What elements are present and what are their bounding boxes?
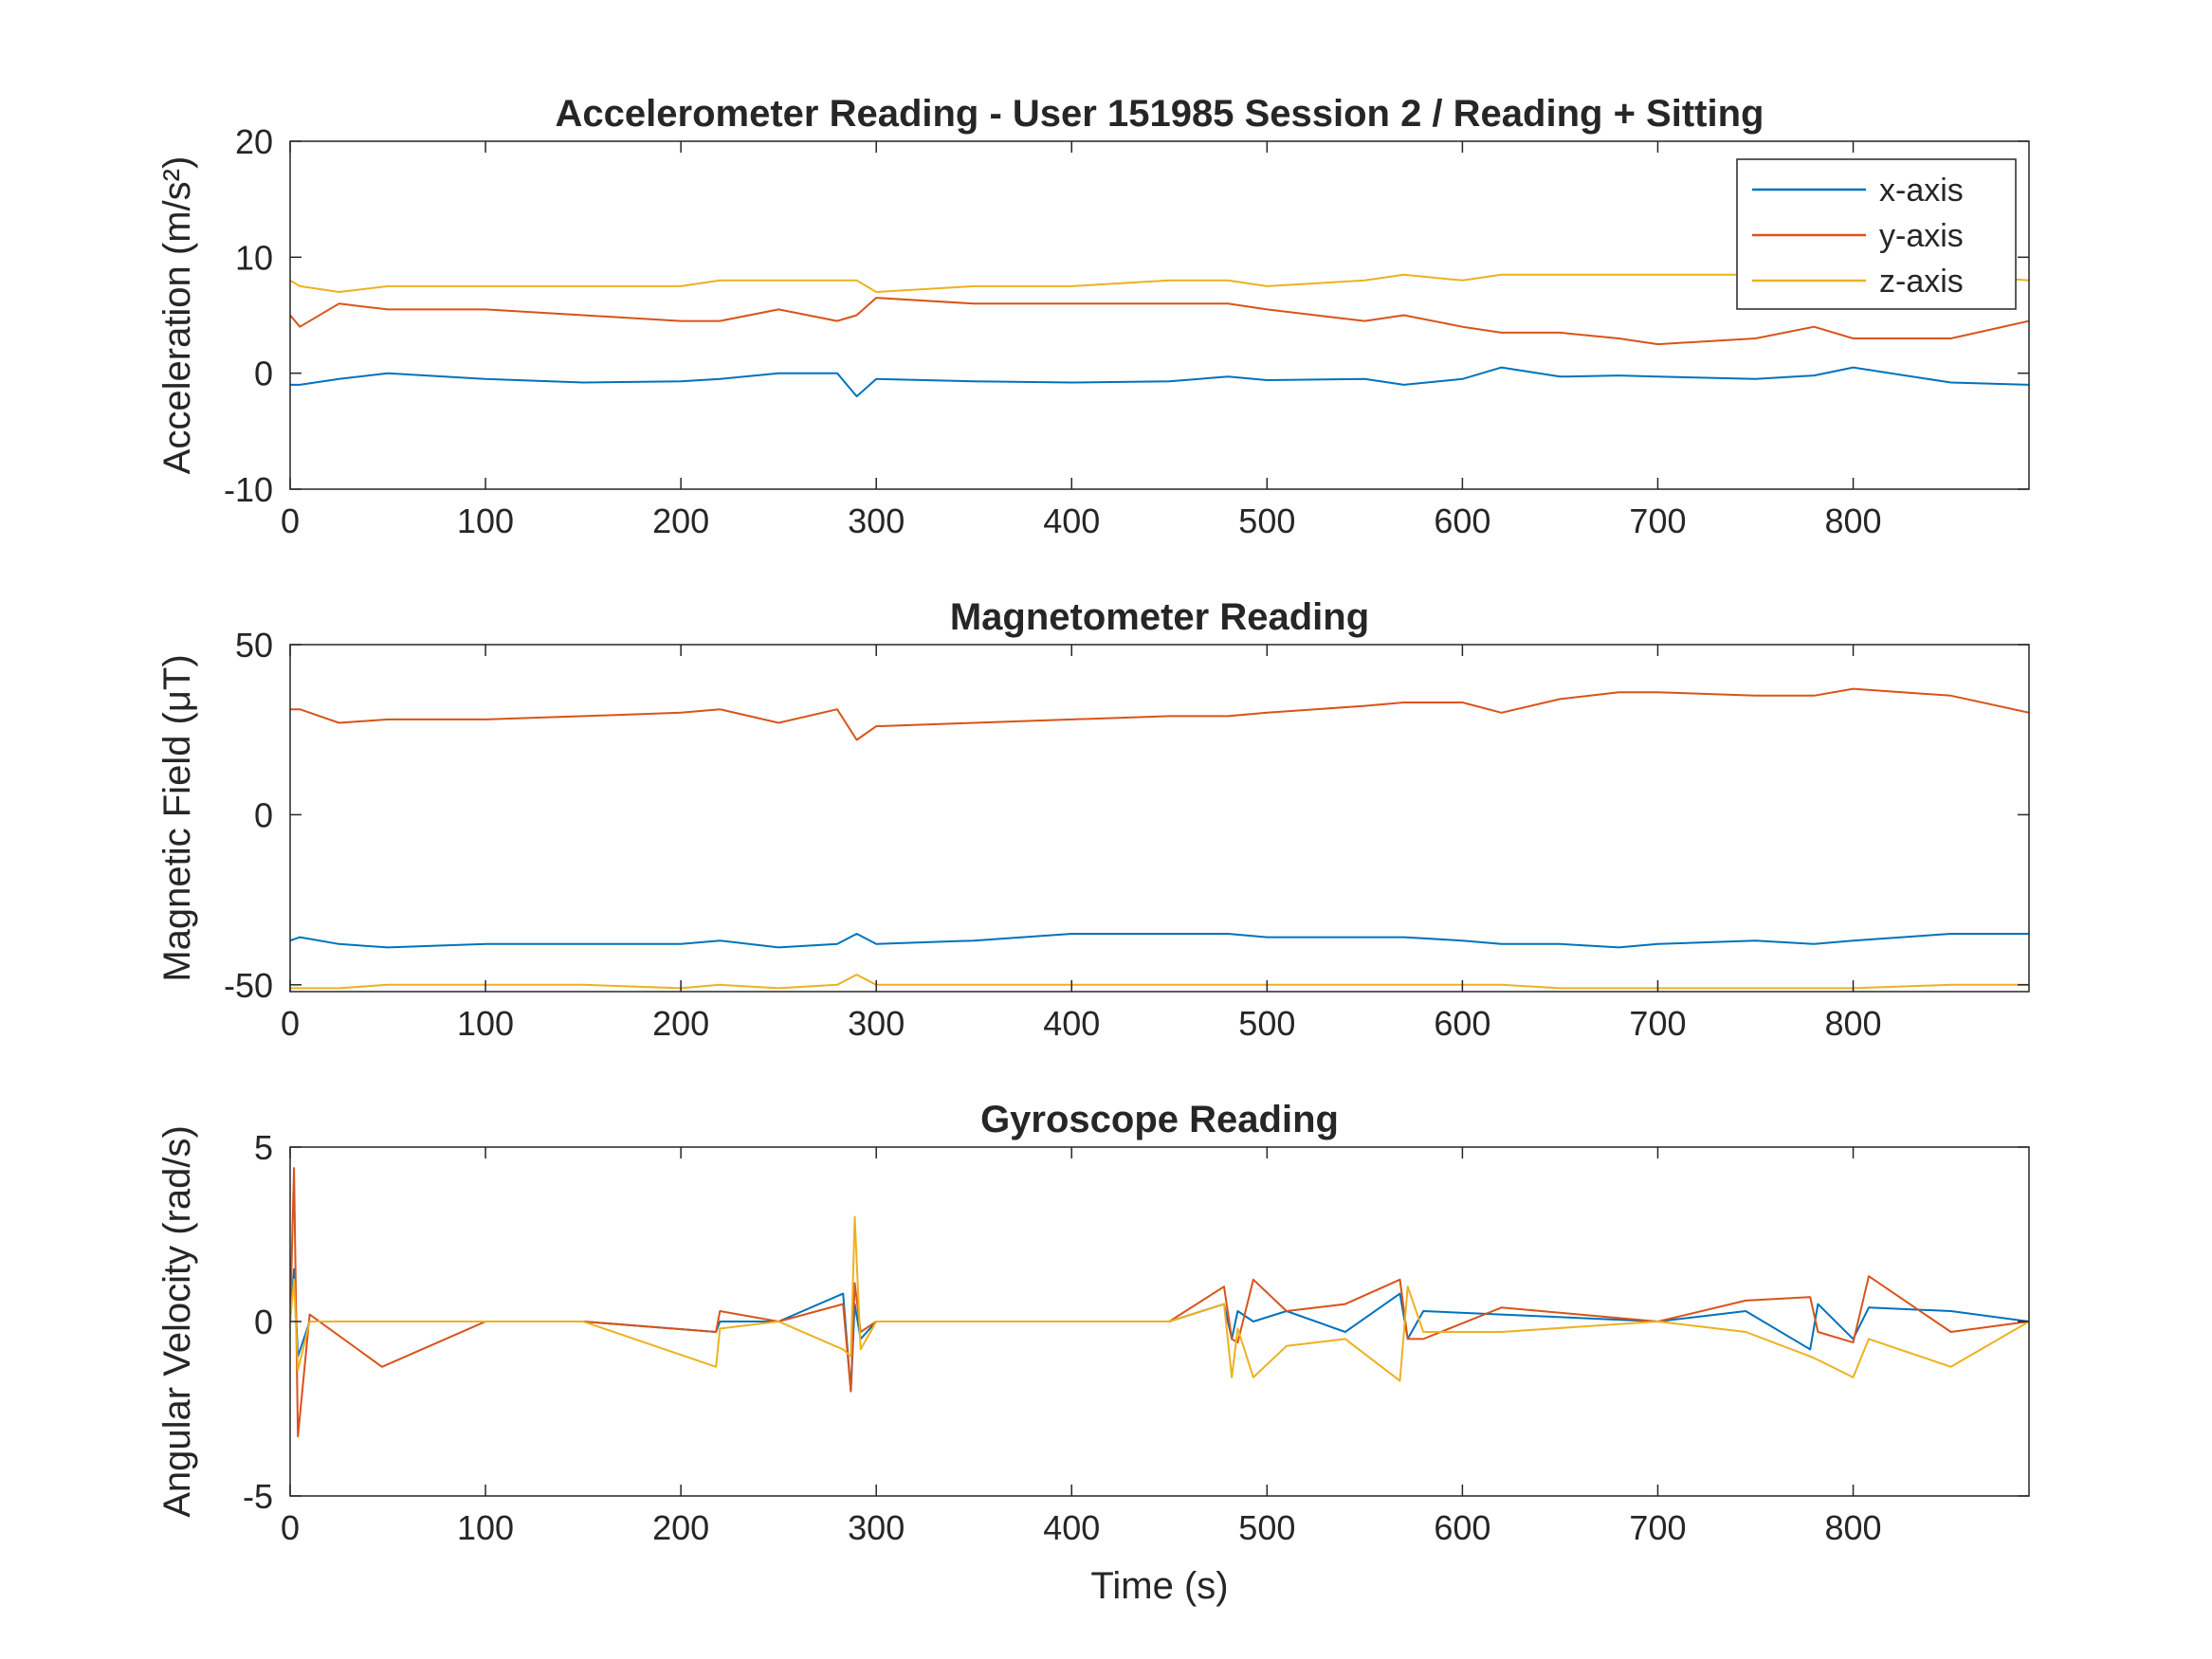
gyroscope-x-tick-label: 100	[457, 1508, 514, 1547]
accelerometer-y-tick-label: 0	[254, 355, 273, 393]
accelerometer-x-tick-label: 200	[652, 501, 709, 540]
accelerometer-x-tick-label: 800	[1825, 501, 1882, 540]
magnetometer-x-tick-label: 0	[281, 1004, 300, 1043]
accelerometer-x-tick-label: 600	[1434, 501, 1490, 540]
accelerometer-series-line-y-axis	[290, 297, 2029, 346]
magnetometer-x-tick-label: 600	[1434, 1004, 1490, 1043]
gyroscope-x-tick-label: 800	[1825, 1508, 1882, 1547]
accelerometer-series-group	[290, 273, 2029, 398]
gyroscope-y-tick-label: 5	[254, 1128, 273, 1167]
legend-label-x-axis: x-axis	[1879, 173, 1964, 209]
accelerometer-axes-box	[289, 140, 2030, 490]
legend-label-z-axis: z-axis	[1879, 264, 1964, 300]
magnetometer-y-tick-label: 50	[235, 626, 273, 665]
gyroscope-y-tick-label: -5	[243, 1477, 273, 1516]
magnetometer-x-tick-label: 400	[1043, 1004, 1100, 1043]
magnetometer-x-tick-label: 300	[848, 1004, 905, 1043]
magnetometer-series-line-x-axis	[290, 933, 2029, 949]
gyroscope-x-tick-label: 600	[1434, 1508, 1490, 1547]
gyroscope-x-axis-label: Time (s)	[1090, 1565, 1228, 1607]
accelerometer-panel: 0 100 200 300 400 500 600 700 800-1001020Acceler…	[156, 93, 2030, 540]
gyroscope-series-group	[290, 1167, 2029, 1438]
magnetometer-y-tick-label: 0	[254, 795, 273, 834]
gyroscope-x-tick-label: 300	[848, 1508, 905, 1547]
gyroscope-x-tick-label: 500	[1238, 1508, 1295, 1547]
accelerometer-series-line-x-axis	[290, 366, 2029, 398]
gyroscope-y-tick-label: 0	[254, 1303, 273, 1341]
accelerometer-y-tick-label: 20	[235, 122, 273, 161]
magnetometer-series-line-y-axis	[290, 687, 2029, 741]
accelerometer-series-line-z-axis	[290, 273, 2029, 293]
legend: x-axis y-axis z-axis	[1736, 158, 2017, 310]
gyroscope-x-tick-label: 0	[281, 1508, 300, 1547]
accelerometer-y-tick-label: -10	[224, 470, 273, 509]
magnetometer-x-tick-label: 500	[1238, 1004, 1295, 1043]
gyroscope-series-line-z-axis	[290, 1215, 2029, 1382]
magnetometer-axes-box	[289, 644, 2030, 993]
gyroscope-chart-title: Gyroscope Reading	[980, 1099, 1339, 1140]
gyroscope-x-tick-label: 400	[1043, 1508, 1100, 1547]
accelerometer-x-tick-label: 0	[281, 501, 300, 540]
magnetometer-x-tick-label: 700	[1629, 1004, 1686, 1043]
magnetometer-series-line-z-axis	[290, 974, 2029, 990]
magnetometer-x-tick-label: 100	[457, 1004, 514, 1043]
legend-label-y-axis: y-axis	[1879, 218, 1964, 254]
magnetometer-chart-title: Magnetometer Reading	[950, 596, 1369, 638]
gyroscope-x-tick-label: 700	[1629, 1508, 1686, 1547]
magnetometer-plot-area	[290, 645, 2029, 992]
magnetometer-x-tick-label: 800	[1825, 1004, 1882, 1043]
accelerometer-x-tick-label: 300	[848, 501, 905, 540]
accelerometer-x-tick-label: 700	[1629, 501, 1686, 540]
magnetometer-panel: 0 100 200 300 400 500 600 700 800-50050Magnetome…	[156, 596, 2030, 1043]
accelerometer-chart-title: Accelerometer Reading - User 151985 Sess…	[556, 93, 1764, 135]
magnetometer-y-axis-label: Magnetic Field (μT)	[156, 654, 198, 981]
accelerometer-y-axis-label: Acceleration (m/s²)	[156, 156, 198, 475]
magnetometer-x-tick-label: 200	[652, 1004, 709, 1043]
accelerometer-x-tick-label: 400	[1043, 501, 1100, 540]
accelerometer-x-tick-label: 100	[457, 501, 514, 540]
gyroscope-x-tick-label: 200	[652, 1508, 709, 1547]
accelerometer-x-tick-label: 500	[1238, 501, 1295, 540]
accelerometer-y-tick-label: 10	[235, 238, 273, 277]
magnetometer-y-tick-label: -50	[224, 966, 273, 1005]
gyroscope-y-axis-label: Angular Velocity (rad/s)	[156, 1125, 198, 1518]
magnetometer-series-group	[290, 687, 2029, 990]
